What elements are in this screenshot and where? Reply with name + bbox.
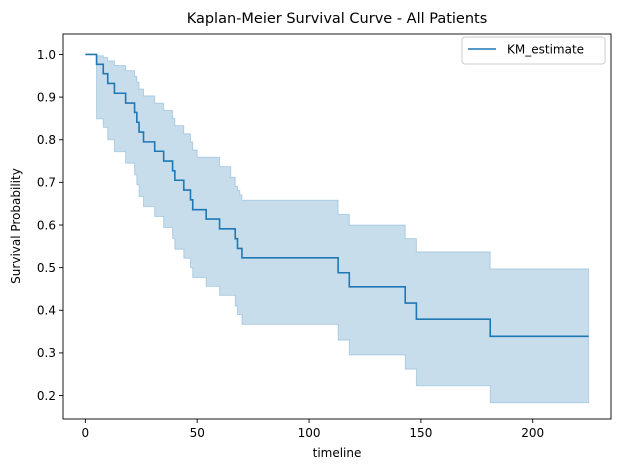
y-axis-ticks: 0.2 0.3 0.4 0.5 0.6 0.7 0.8 0.9 1.0 bbox=[37, 48, 63, 403]
legend: KM_estimate bbox=[461, 36, 606, 65]
confidence-band bbox=[85, 53, 590, 404]
y-tick-label: 0.4 bbox=[37, 304, 56, 318]
chart-title: Kaplan-Meier Survival Curve - All Patien… bbox=[187, 11, 488, 27]
confidence-band-layer bbox=[85, 53, 590, 404]
y-tick-label: 1.0 bbox=[37, 48, 56, 62]
x-tick-label: 0 bbox=[82, 426, 90, 440]
survival-line-layer bbox=[85, 53, 589, 338]
y-tick-label: 0.9 bbox=[37, 90, 56, 104]
x-tick-label: 200 bbox=[521, 426, 544, 440]
y-tick-label: 0.3 bbox=[37, 346, 56, 360]
x-axis-ticks: 0 50 100 150 200 bbox=[82, 419, 544, 440]
plot-frame bbox=[62, 33, 612, 420]
x-tick-label: 50 bbox=[190, 426, 205, 440]
x-axis-label: timeline bbox=[313, 446, 362, 460]
y-axis-label: Survival Probability bbox=[9, 168, 23, 284]
y-tick-label: 0.8 bbox=[37, 133, 56, 147]
legend-label: KM_estimate bbox=[507, 43, 584, 57]
y-tick-label: 0.6 bbox=[37, 218, 56, 232]
legend-box bbox=[461, 36, 606, 65]
y-tick-label: 0.7 bbox=[37, 176, 56, 190]
y-tick-label: 0.5 bbox=[37, 261, 56, 275]
y-tick-label: 0.2 bbox=[37, 389, 56, 403]
x-tick-label: 100 bbox=[298, 426, 321, 440]
x-tick-label: 150 bbox=[409, 426, 432, 440]
series-line-0 bbox=[85, 53, 589, 338]
